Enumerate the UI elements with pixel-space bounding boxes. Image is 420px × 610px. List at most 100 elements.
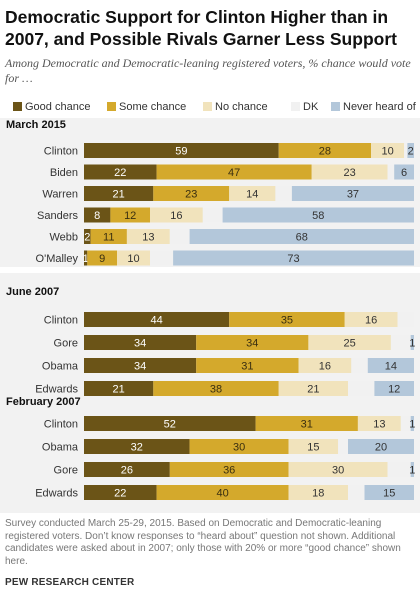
bar-segment bbox=[173, 250, 414, 266]
bar-value-label: 23 bbox=[344, 167, 356, 179]
bar-segment bbox=[90, 229, 127, 244]
bar-value-label: 34 bbox=[134, 338, 146, 350]
bar-value-label: 18 bbox=[312, 488, 324, 500]
bar-segment bbox=[84, 186, 154, 201]
bar-value-label: 2 bbox=[408, 146, 414, 158]
bar-segment bbox=[278, 143, 372, 158]
legend-swatch-some-chance bbox=[107, 102, 116, 111]
bar-segment bbox=[84, 143, 279, 158]
bar-value-label: 31 bbox=[301, 419, 313, 431]
row-label: Obama bbox=[42, 442, 79, 454]
bar-value-label: 20 bbox=[375, 442, 387, 454]
bar-segment bbox=[84, 381, 154, 396]
bar-value-label: 23 bbox=[185, 189, 197, 201]
bar-value-label: 12 bbox=[388, 384, 400, 396]
bar-value-label: 12 bbox=[124, 210, 136, 222]
bar-segment bbox=[189, 229, 414, 244]
bar-value-label: 34 bbox=[246, 338, 258, 350]
bar-segment bbox=[397, 312, 414, 327]
bar-segment bbox=[410, 462, 414, 477]
bar-segment bbox=[394, 164, 414, 180]
bar-value-label: 8 bbox=[94, 210, 100, 222]
bar-value-label: 10 bbox=[381, 146, 393, 158]
bar-segment bbox=[156, 164, 312, 180]
bar-segment bbox=[87, 250, 117, 266]
bar-segment bbox=[255, 416, 358, 431]
bar-segment bbox=[196, 335, 309, 350]
legend-label-never-heard: Never heard of bbox=[343, 101, 416, 113]
bar-value-label: 14 bbox=[385, 361, 397, 373]
bar-value-label: 35 bbox=[281, 315, 293, 327]
bar-segment bbox=[410, 416, 414, 431]
bar-value-label: 22 bbox=[114, 488, 126, 500]
bar-segment bbox=[311, 164, 388, 180]
row-label: Biden bbox=[50, 167, 78, 179]
bar-value-label: 14 bbox=[246, 189, 258, 201]
bar-value-label: 13 bbox=[142, 232, 154, 244]
row-label: Obama bbox=[42, 361, 79, 373]
bar-segment bbox=[84, 439, 190, 454]
bar-segment bbox=[344, 312, 398, 327]
bar-value-label: 11 bbox=[103, 232, 114, 244]
bar-value-label: 22 bbox=[114, 167, 126, 179]
bar-segment bbox=[84, 485, 157, 500]
bar-segment bbox=[387, 164, 395, 180]
bar-segment bbox=[371, 143, 405, 158]
bar-segment bbox=[202, 207, 223, 223]
bar-value-label: 36 bbox=[223, 465, 235, 477]
bar-value-label: 44 bbox=[150, 315, 162, 327]
bar-segment bbox=[400, 416, 411, 431]
bar-value-label: 15 bbox=[383, 488, 395, 500]
bar-segment bbox=[117, 250, 150, 266]
bar-value-label: 16 bbox=[365, 315, 377, 327]
bar-segment bbox=[364, 485, 414, 500]
group-header: March 2015 bbox=[6, 119, 66, 131]
bar-value-label: 40 bbox=[216, 488, 228, 500]
bar-segment bbox=[222, 207, 414, 223]
bar-segment bbox=[348, 485, 365, 500]
bar-value-label: 32 bbox=[131, 442, 143, 454]
bar-value-label: 2 bbox=[84, 232, 90, 244]
bar-value-label: 31 bbox=[241, 361, 253, 373]
bar-segment bbox=[110, 207, 150, 223]
bar-value-label: 1 bbox=[409, 338, 415, 350]
bar-segment bbox=[126, 229, 170, 244]
legend-swatch-no-chance bbox=[203, 102, 212, 111]
bar-segment bbox=[84, 164, 157, 180]
bar-value-label: 15 bbox=[307, 442, 319, 454]
row-label: O'Malley bbox=[36, 253, 79, 265]
group-header: June 2007 bbox=[6, 286, 59, 298]
bar-segment bbox=[153, 381, 279, 396]
group-header: February 2007 bbox=[6, 396, 81, 408]
bar-value-label: 68 bbox=[296, 232, 308, 244]
bar-segment bbox=[288, 439, 339, 454]
bar-value-label: 58 bbox=[312, 210, 324, 222]
bar-segment bbox=[288, 485, 348, 500]
legend-label-no-chance: No chance bbox=[215, 101, 268, 113]
bar-segment bbox=[150, 250, 174, 266]
legend-label-good-chance: Good chance bbox=[25, 101, 91, 113]
bar-value-label: 16 bbox=[170, 210, 182, 222]
bar-value-label: 6 bbox=[401, 167, 407, 179]
bar-segment bbox=[169, 462, 289, 477]
bar-value-label: 16 bbox=[319, 361, 331, 373]
bar-segment bbox=[357, 416, 401, 431]
bar-value-label: 34 bbox=[134, 361, 146, 373]
bar-value-label: 10 bbox=[127, 253, 139, 265]
bar-segment bbox=[84, 335, 197, 350]
bar-segment bbox=[410, 335, 414, 350]
row-label: Gore bbox=[54, 465, 78, 477]
bar-value-label: 52 bbox=[164, 419, 176, 431]
row-label: Edwards bbox=[35, 488, 78, 500]
bar-segment bbox=[84, 358, 197, 373]
bar-segment bbox=[407, 143, 414, 158]
row-label: Clinton bbox=[44, 419, 78, 431]
legend-label-some-chance: Some chance bbox=[119, 101, 187, 113]
bar-value-label: 13 bbox=[373, 419, 385, 431]
bar-segment bbox=[387, 462, 411, 477]
legend-item-no-chance: No chance bbox=[203, 100, 268, 114]
bar-value-label: 1 bbox=[409, 419, 415, 431]
bar-segment bbox=[348, 439, 414, 454]
bar-value-label: 1 bbox=[83, 253, 89, 265]
